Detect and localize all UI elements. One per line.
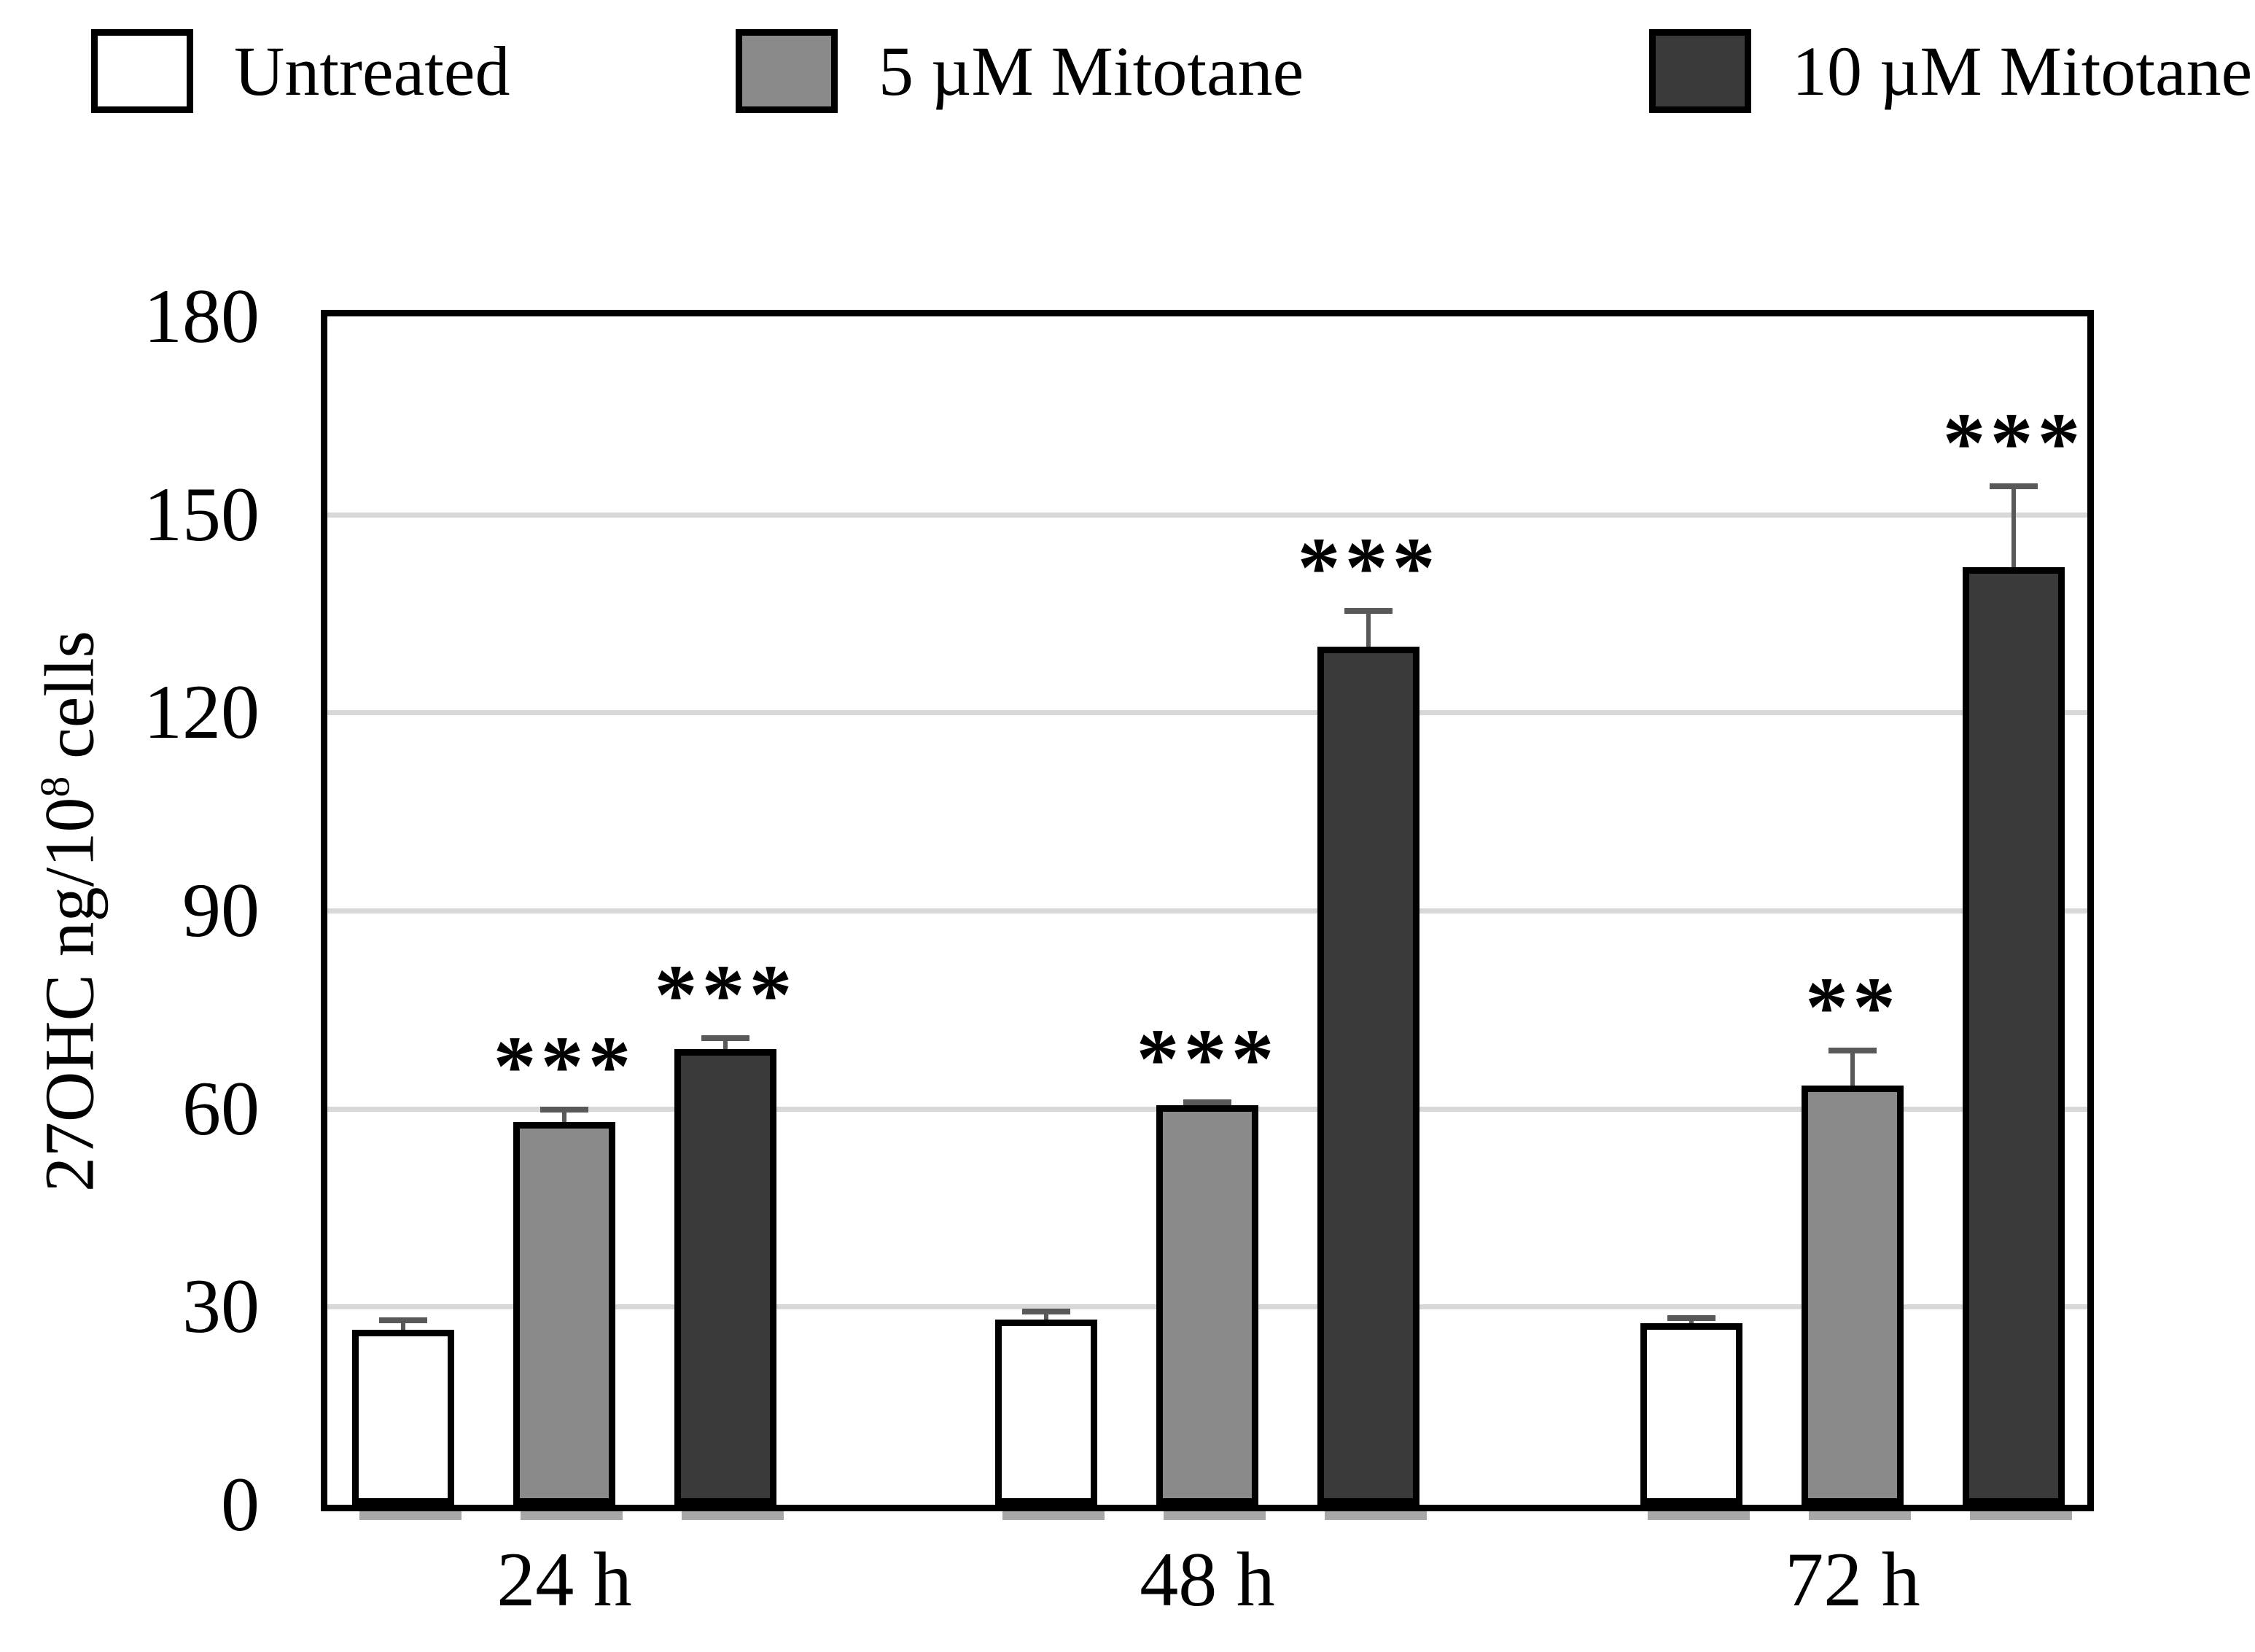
bar-10-m-mitotane-72h (1963, 567, 2065, 1505)
legend-item-untreated: Untreated (91, 29, 510, 113)
error-bar-cap-10-m-mitotane-48h (1344, 607, 1393, 614)
significance-label-5-m-mitotane-24h: *** (493, 1018, 636, 1114)
error-bar-stem-5-m-mitotane-24h (562, 1109, 566, 1126)
error-bar-stem-5-m-mitotane-72h (1850, 1050, 1855, 1090)
bar-untreated-48h (995, 1320, 1097, 1505)
error-bar-cap-5-m-mitotane-72h (1828, 1047, 1877, 1053)
gridline-150 (327, 512, 2087, 518)
significance-label-5-m-mitotane-72h: ** (1805, 959, 1900, 1055)
y-tick-label-60: 60 (182, 1065, 260, 1151)
significance-label-10-m-mitotane-24h: *** (654, 946, 797, 1043)
bar-5-m-mitotane-48h (1156, 1105, 1258, 1505)
bar-shadow-10-m-mitotane-48h (1325, 1511, 1427, 1520)
bar-untreated-72h (1640, 1322, 1742, 1505)
gridline-120 (327, 710, 2087, 716)
bar-shadow-5-m-mitotane-72h (1809, 1511, 1911, 1520)
significance-label-5-m-mitotane-48h: *** (1136, 1010, 1279, 1107)
legend-swatch-5-m-mitotane (736, 29, 838, 113)
legend-label-10-m-mitotane: 10 µM Mitotane (1792, 32, 2253, 110)
y-tick-label-180: 180 (144, 273, 260, 359)
error-bar-cap-10-m-mitotane-24h (701, 1035, 749, 1041)
bar-10-m-mitotane-24h (674, 1049, 776, 1505)
error-bar-cap-untreated-24h (379, 1317, 427, 1324)
error-bar-stem-10-m-mitotane-72h (2011, 486, 2016, 572)
error-bar-cap-5-m-mitotane-24h (540, 1106, 588, 1113)
legend-swatch-10-m-mitotane (1649, 29, 1751, 113)
legend-label-untreated: Untreated (234, 32, 510, 110)
x-tick-label-48h: 48 h (1140, 1537, 1275, 1622)
error-bar-cap-untreated-72h (1667, 1314, 1715, 1321)
error-bar-stem-10-m-mitotane-24h (723, 1037, 728, 1054)
y-tick-label-90: 90 (182, 868, 260, 953)
bar-shadow-untreated-24h (359, 1511, 461, 1520)
error-bar-stem-untreated-48h (1044, 1311, 1048, 1325)
bar-shadow-untreated-72h (1648, 1511, 1750, 1520)
bar-10-m-mitotane-48h (1317, 646, 1419, 1505)
error-bar-stem-untreated-24h (401, 1320, 405, 1335)
error-bar-cap-10-m-mitotane-72h (1990, 483, 2038, 489)
bar-shadow-5-m-mitotane-24h (521, 1511, 623, 1520)
y-tick-label-120: 120 (144, 669, 260, 755)
significance-label-10-m-mitotane-72h: *** (1942, 394, 2085, 491)
bar-5-m-mitotane-72h (1802, 1085, 1904, 1505)
error-bar-stem-10-m-mitotane-48h (1366, 610, 1371, 651)
y-tick-label-30: 30 (182, 1263, 260, 1349)
y-axis-title-superscript: 8 (32, 776, 79, 798)
x-tick-label-24h: 24 h (496, 1537, 632, 1622)
bar-shadow-10-m-mitotane-72h (1970, 1511, 2072, 1520)
legend-swatch-untreated (91, 29, 193, 113)
y-tick-label-0: 0 (221, 1462, 260, 1547)
legend-item-5-m-mitotane: 5 µM Mitotane (736, 29, 1304, 113)
gridline-90 (327, 908, 2087, 913)
x-tick-label-72h: 72 h (1785, 1537, 1920, 1622)
error-bar-stem-untreated-72h (1689, 1317, 1694, 1328)
legend-label-5-m-mitotane: 5 µM Mitotane (879, 32, 1304, 110)
bar-5-m-mitotane-24h (513, 1121, 615, 1505)
bar-shadow-10-m-mitotane-24h (682, 1511, 784, 1520)
error-bar-cap-untreated-48h (1022, 1308, 1070, 1314)
error-bar-cap-5-m-mitotane-48h (1183, 1099, 1231, 1105)
legend-item-10-m-mitotane: 10 µM Mitotane (1649, 29, 2252, 113)
bar-shadow-untreated-48h (1002, 1511, 1105, 1520)
y-tick-label-150: 150 (144, 471, 260, 557)
bar-shadow-5-m-mitotane-48h (1164, 1511, 1266, 1520)
bar-untreated-24h (352, 1330, 454, 1505)
significance-label-10-m-mitotane-48h: *** (1297, 519, 1440, 615)
